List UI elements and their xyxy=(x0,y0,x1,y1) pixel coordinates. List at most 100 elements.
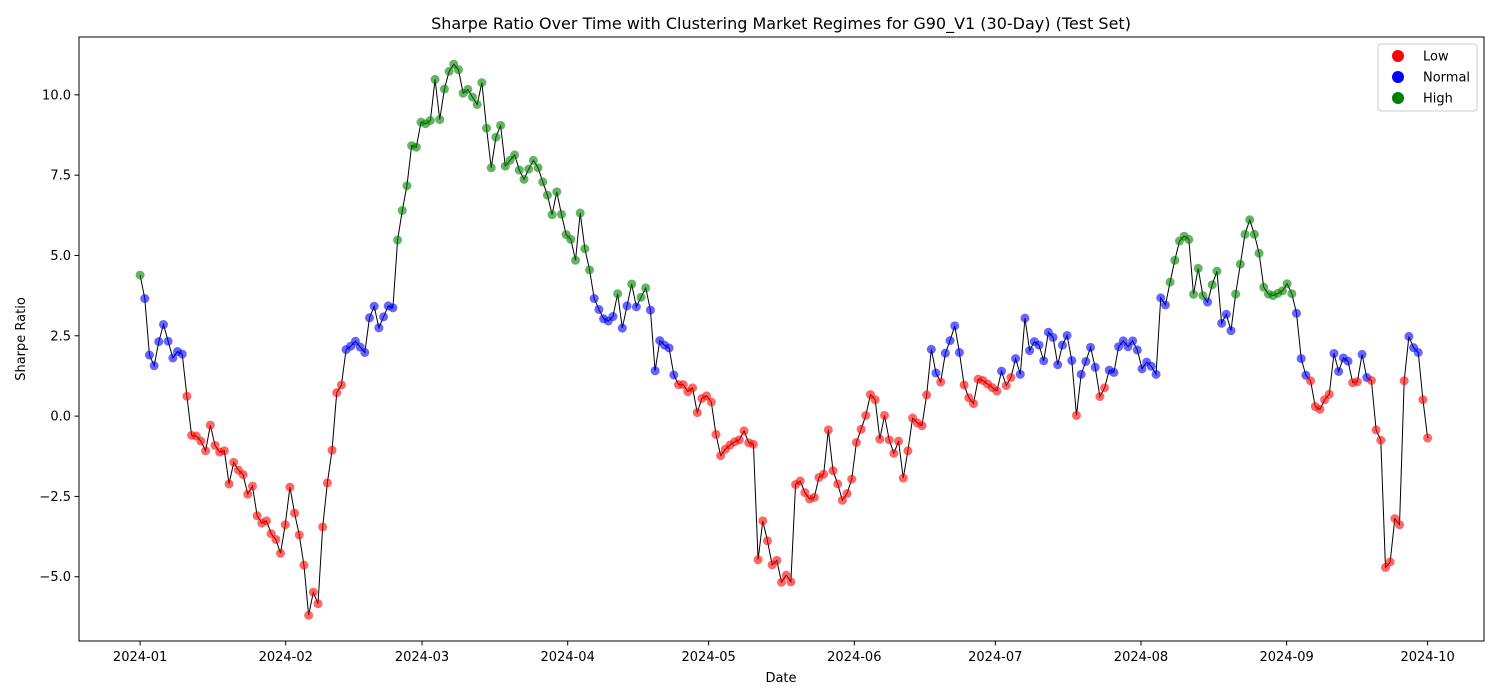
data-point-low xyxy=(1095,392,1105,402)
data-point-low xyxy=(1315,404,1325,414)
data-point-low xyxy=(861,410,871,420)
data-point-low xyxy=(1399,376,1409,386)
y-tick-label: 10.0 xyxy=(42,88,71,103)
data-point-normal xyxy=(1221,309,1231,319)
data-point-low xyxy=(280,520,290,530)
data-point-normal xyxy=(360,347,370,357)
data-point-high xyxy=(566,234,576,244)
data-point-low xyxy=(692,408,702,418)
data-point-low xyxy=(327,445,337,455)
data-point-low xyxy=(875,434,885,444)
data-point-low xyxy=(781,570,791,580)
data-point-normal xyxy=(1329,348,1339,358)
data-point-normal xyxy=(144,350,154,360)
data-point-low xyxy=(884,435,894,445)
data-point-low xyxy=(318,522,328,532)
data-point-high xyxy=(1184,234,1194,244)
data-point-low xyxy=(1352,377,1362,387)
data-point-normal xyxy=(1062,330,1072,340)
data-point-high xyxy=(486,163,496,173)
x-tick-label: 2024-04 xyxy=(541,650,595,665)
data-point-low xyxy=(739,426,749,436)
data-point-normal xyxy=(149,361,159,371)
data-point-high xyxy=(1240,229,1250,239)
data-point-low xyxy=(842,489,852,499)
data-point-normal xyxy=(140,294,150,304)
data-point-normal xyxy=(997,366,1007,376)
data-point-high xyxy=(402,181,412,191)
data-point-normal xyxy=(1076,369,1086,379)
data-point-high xyxy=(627,279,637,289)
data-point-low xyxy=(285,482,295,492)
data-point-high xyxy=(1165,277,1175,287)
data-point-low xyxy=(238,470,248,480)
data-point-low xyxy=(992,386,1002,396)
legend-marker-normal xyxy=(1392,71,1404,83)
data-point-low xyxy=(917,421,927,431)
data-point-high xyxy=(1254,248,1264,258)
data-point-high xyxy=(613,289,623,299)
data-point-low xyxy=(1001,381,1011,391)
data-point-low xyxy=(229,457,239,467)
data-point-low xyxy=(837,495,847,505)
data-point-low xyxy=(271,534,281,544)
x-tick-label: 2024-01 xyxy=(113,650,167,665)
data-point-high xyxy=(1249,229,1259,239)
data-point-normal xyxy=(589,294,599,304)
y-tick-label: −2.5 xyxy=(39,490,71,505)
y-tick-label: −5.0 xyxy=(39,570,71,585)
data-point-high xyxy=(1277,286,1287,296)
data-point-normal xyxy=(177,349,187,359)
data-point-high xyxy=(453,65,463,75)
x-tick-label: 2024-07 xyxy=(968,650,1022,665)
data-point-normal xyxy=(159,320,168,330)
data-point-high xyxy=(411,142,421,152)
data-point-low xyxy=(795,476,805,486)
data-point-normal xyxy=(1090,362,1100,372)
data-point-high xyxy=(463,84,473,94)
legend-label-normal: Normal xyxy=(1423,71,1470,86)
data-point-normal xyxy=(1156,293,1166,303)
data-point-low xyxy=(1071,410,1081,420)
data-point-normal xyxy=(1132,345,1142,355)
sharpe-ratio-line xyxy=(139,63,1429,616)
data-point-low xyxy=(748,439,758,449)
data-point-high xyxy=(496,120,506,130)
y-tick-label: 7.5 xyxy=(50,169,71,184)
data-point-low xyxy=(936,377,946,387)
data-point-normal xyxy=(1203,297,1213,307)
data-point-low xyxy=(294,530,304,540)
data-point-normal xyxy=(950,321,960,331)
data-point-low xyxy=(1390,514,1400,524)
y-axis: −5.0 −2.5 0.0 2.5 5.0 7.5 10.0 xyxy=(39,88,79,585)
data-point-normal xyxy=(1034,340,1044,350)
data-point-low xyxy=(772,555,782,565)
data-point-normal xyxy=(931,368,941,378)
data-point-low xyxy=(1371,425,1381,435)
data-point-normal xyxy=(617,323,627,333)
data-point-low xyxy=(851,437,861,447)
data-point-low xyxy=(716,451,726,461)
data-point-low xyxy=(856,424,866,434)
data-point-low xyxy=(898,473,908,483)
data-point-high xyxy=(1193,263,1203,273)
plot-frame xyxy=(78,36,1485,642)
data-point-low xyxy=(1100,383,1110,393)
data-point-low xyxy=(262,516,271,526)
data-point-low xyxy=(688,383,698,393)
data-point-high xyxy=(468,92,477,102)
data-point-low xyxy=(196,436,206,446)
data-point-high xyxy=(430,74,440,84)
data-point-high xyxy=(1231,289,1241,299)
data-point-normal xyxy=(1292,308,1302,318)
data-point-low xyxy=(819,469,829,479)
data-point-low xyxy=(880,410,890,420)
data-point-normal xyxy=(154,337,164,347)
data-point-normal xyxy=(1048,332,1058,342)
legend-marker-high xyxy=(1392,92,1404,104)
data-point-normal xyxy=(379,312,389,322)
data-point-low xyxy=(753,555,763,565)
y-axis-label: Sharpe Ratio xyxy=(14,297,29,381)
data-point-high xyxy=(575,208,585,218)
data-point-high xyxy=(538,177,548,187)
